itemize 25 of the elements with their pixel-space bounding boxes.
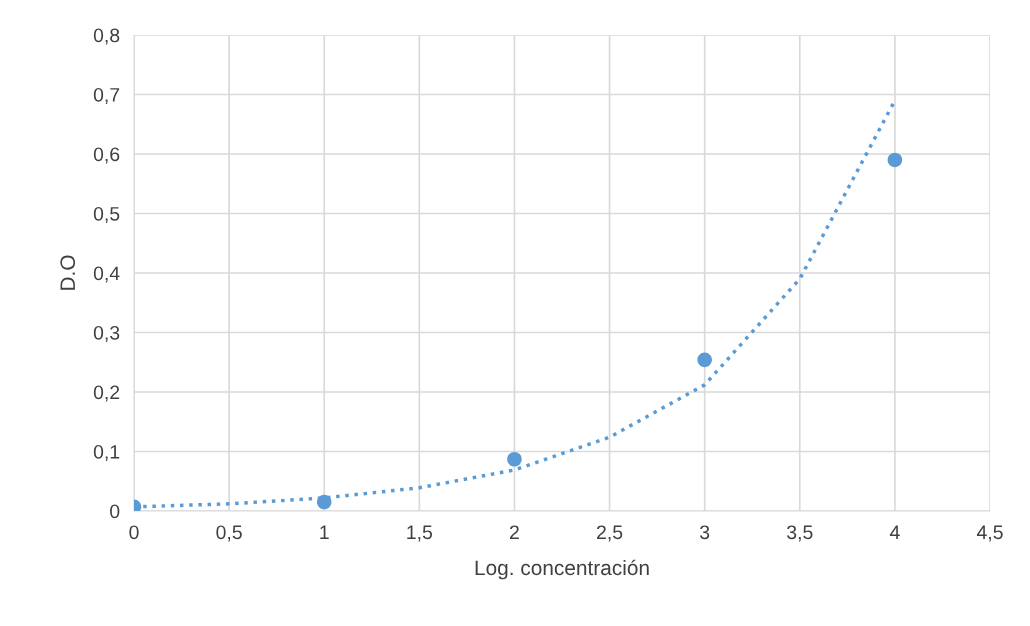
- point: [316, 494, 332, 510]
- x-tick-label: 1,5: [407, 525, 433, 542]
- x-tick-label: 4,5: [976, 525, 1003, 542]
- y-tick-label: 0,3: [93, 325, 120, 343]
- x-tick-label: 3,5: [787, 525, 813, 542]
- y-tick-label: 0,4: [93, 266, 120, 283]
- y-tick-label: 0,7: [93, 87, 120, 105]
- y-tick-label: 0,2: [93, 385, 120, 402]
- y-tick-label: 0,8: [93, 28, 120, 45]
- x-axis-title: Log. concentración: [475, 559, 649, 580]
- x-tick-label: 1: [320, 525, 329, 539]
- x-tick-label: 2,5: [597, 525, 623, 542]
- y-tick-label: 0,1: [93, 444, 120, 462]
- y-tick-label: 0,5: [93, 206, 120, 224]
- point: [507, 451, 522, 467]
- y-axis-title: D.O: [60, 255, 76, 290]
- y-tick-label: 0,6: [93, 147, 120, 164]
- y-tick-label: 0: [110, 504, 120, 519]
- x-tick-label: 0,5: [216, 525, 242, 542]
- point: [887, 152, 903, 168]
- x-tick-label: 4: [889, 525, 900, 539]
- x-tick-label: 2: [510, 525, 519, 539]
- point: [697, 352, 712, 368]
- x-tick-label: 3: [700, 525, 710, 540]
- x-tick-label: 0: [129, 525, 139, 540]
